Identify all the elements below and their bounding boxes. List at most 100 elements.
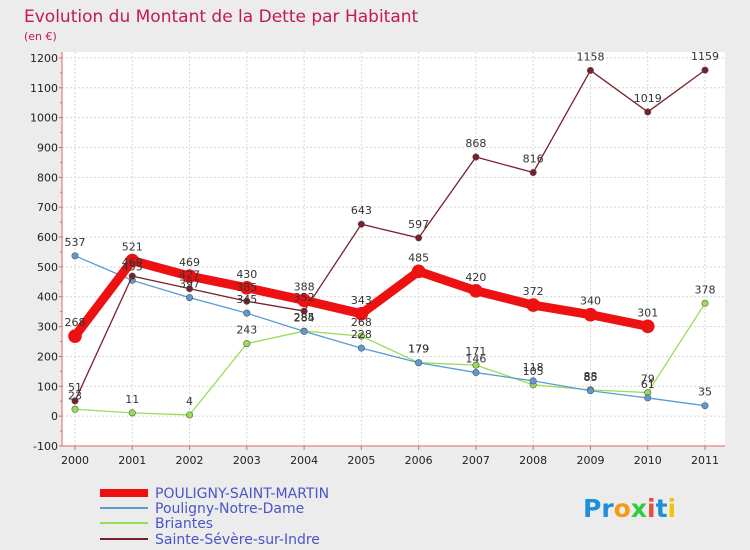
data-label: 35 xyxy=(698,386,712,399)
series-3-point xyxy=(300,307,308,315)
series-0-point xyxy=(297,293,311,308)
series-1-line xyxy=(74,255,706,407)
data-label: 643 xyxy=(351,204,372,217)
series-3-point xyxy=(357,220,365,228)
series-1-point xyxy=(415,359,423,367)
chart-subtitle: (en €) xyxy=(24,30,57,43)
data-labels: 2685214694303883434854203723403015374553… xyxy=(65,50,720,408)
data-label: 427 xyxy=(179,269,200,282)
series-3-line xyxy=(74,69,706,402)
series-0-point xyxy=(526,298,540,312)
data-label: 23 xyxy=(68,389,82,402)
logo-text: Proxiti xyxy=(583,494,676,523)
y-tick-label: 900 xyxy=(37,141,58,154)
data-label: 521 xyxy=(122,241,143,254)
data-label: 378 xyxy=(695,283,716,296)
data-label: 340 xyxy=(580,295,601,308)
legend-label: Pouligny-Notre-Dame xyxy=(155,501,304,517)
series-0-point xyxy=(469,283,483,298)
y-tick-label: 400 xyxy=(37,291,58,304)
data-label: 285 xyxy=(294,311,315,324)
x-tick-label: 2004 xyxy=(290,454,318,467)
y-tick-label: 300 xyxy=(37,321,58,334)
data-label: 88 xyxy=(583,370,597,383)
x-tick-label: 2005 xyxy=(347,454,375,467)
series-0-point xyxy=(583,307,598,322)
y-tick-label: -100 xyxy=(33,440,58,453)
data-label: 179 xyxy=(408,343,429,356)
series-1-point xyxy=(71,252,79,260)
data-label: 4 xyxy=(186,395,193,408)
series-3-point xyxy=(186,285,194,293)
data-label: 85 xyxy=(583,371,597,384)
series-3-point xyxy=(128,272,136,280)
series-1-point xyxy=(701,402,709,410)
series-0-point xyxy=(640,319,655,334)
series-3-point xyxy=(472,153,480,161)
data-label: 868 xyxy=(465,137,486,150)
data-label: 243 xyxy=(236,324,257,337)
series-1-point xyxy=(644,394,652,402)
data-label: 105 xyxy=(523,365,544,378)
x-tick-label: 2011 xyxy=(691,454,719,467)
y-tick-label: 700 xyxy=(37,201,58,214)
y-tick-label: 100 xyxy=(37,380,58,393)
data-label: 268 xyxy=(65,316,86,329)
series-2-point xyxy=(71,405,79,413)
series-lines xyxy=(68,66,709,419)
data-label: 11 xyxy=(125,393,139,406)
x-tick-label: 2006 xyxy=(405,454,433,467)
series-1-point xyxy=(243,309,251,317)
legend-label: POULIGNY-SAINT-MARTIN xyxy=(155,486,329,502)
x-tick-label: 2009 xyxy=(576,454,604,467)
data-label: 345 xyxy=(236,293,257,306)
series-3-point xyxy=(415,234,423,242)
series-3-point xyxy=(71,397,79,405)
data-label: 397 xyxy=(179,278,200,291)
series-0-point xyxy=(182,269,197,283)
series-2-point xyxy=(186,411,194,419)
data-label: 385 xyxy=(236,281,257,294)
data-label: 1019 xyxy=(634,92,662,105)
series-2-point xyxy=(472,361,480,369)
series-1-point xyxy=(586,387,594,395)
proxiti-logo: Proxiti xyxy=(583,494,676,523)
series-2-point xyxy=(128,409,136,417)
data-label: 1159 xyxy=(691,50,719,63)
y-tick-label: 800 xyxy=(37,171,58,184)
data-label: 485 xyxy=(408,251,429,264)
series-3-point xyxy=(586,66,594,74)
x-tick-label: 2003 xyxy=(233,454,261,467)
y-tick-label: 1200 xyxy=(30,52,58,65)
y-tick-label: 1100 xyxy=(30,82,58,95)
data-label: 372 xyxy=(523,285,544,298)
series-3-point xyxy=(529,169,537,177)
x-tick-label: 2002 xyxy=(176,454,204,467)
data-label: 79 xyxy=(641,373,655,386)
y-tick-label: 500 xyxy=(37,261,58,274)
data-label: 469 xyxy=(179,256,200,269)
data-label: 388 xyxy=(294,280,315,293)
series-0-point xyxy=(354,306,369,321)
series-2-point xyxy=(701,299,709,307)
series-1-point xyxy=(529,377,537,385)
series-2-point xyxy=(357,332,365,340)
y-tick-label: 200 xyxy=(37,350,58,363)
data-label: 51 xyxy=(68,381,82,394)
series-1-point xyxy=(300,327,308,335)
y-tick-label: 0 xyxy=(51,410,58,423)
series-3-point xyxy=(701,66,709,74)
data-label: 597 xyxy=(408,218,429,231)
legend: POULIGNY-SAINT-MARTINPouligny-Notre-Dame… xyxy=(100,486,329,548)
data-label: 284 xyxy=(294,311,315,324)
data-label: 816 xyxy=(523,153,544,166)
series-0-point xyxy=(411,264,426,279)
data-label: 118 xyxy=(523,361,544,374)
data-label: 1158 xyxy=(576,50,604,63)
series-0-point xyxy=(68,329,82,343)
x-tick-label: 2001 xyxy=(118,454,146,467)
data-label: 301 xyxy=(637,306,658,319)
data-label: 455 xyxy=(122,260,143,273)
